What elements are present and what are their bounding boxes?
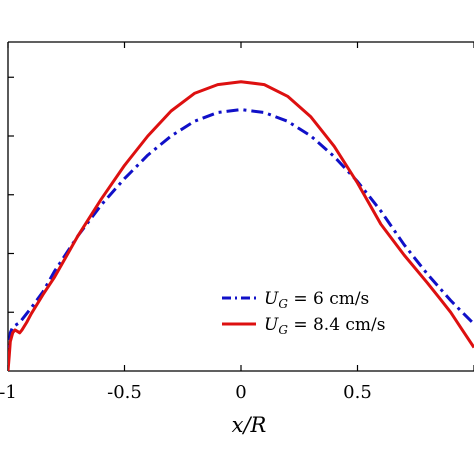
legend-label: UG = 6 cm/s <box>264 289 369 311</box>
x-axis-label: x/R <box>232 413 267 437</box>
legend: UG = 6 cm/s UG = 8.4 cm/s <box>222 289 386 337</box>
legend-label: UG = 8.4 cm/s <box>264 315 386 337</box>
plot-area <box>7 41 474 372</box>
series-line-1 <box>8 108 474 366</box>
x-tick-label: 0.5 <box>343 382 372 403</box>
x-tick-label: -0.5 <box>107 382 142 403</box>
x-tick-label: 0 <box>235 382 246 403</box>
series-line-2 <box>8 80 474 371</box>
axis-ticks: -1 -0.5 0 0.5 <box>0 42 474 403</box>
series-lines <box>8 80 474 371</box>
x-tick-label: -1 <box>0 382 17 403</box>
